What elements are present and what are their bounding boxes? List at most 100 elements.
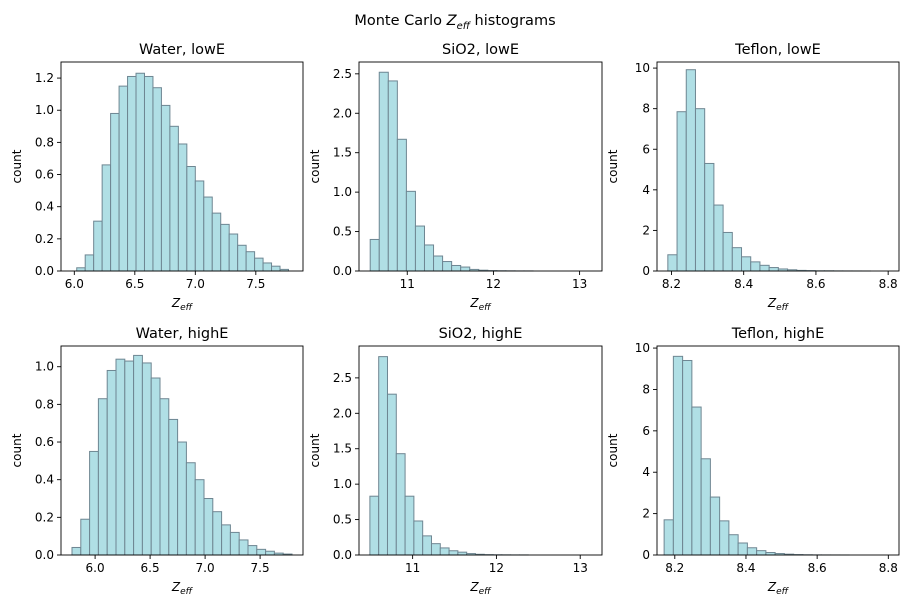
histogram-bar	[254, 257, 264, 272]
histogram-bar	[442, 261, 453, 272]
histogram-bar	[672, 355, 684, 556]
axes-frame	[656, 345, 900, 556]
x-tick-label: 8.8	[879, 561, 898, 575]
histogram-bar	[746, 547, 758, 556]
y-tick-label: 0.8	[35, 397, 54, 411]
y-tick-label: 2.5	[333, 67, 352, 81]
histogram-bar	[386, 393, 397, 556]
histogram-bar	[185, 462, 196, 556]
histogram-bar	[211, 212, 222, 272]
histogram-bar	[700, 458, 711, 556]
axes-frame	[60, 345, 304, 556]
y-tick-label: 1.2	[35, 71, 54, 85]
axes-frame	[60, 61, 304, 272]
x-axis-label-subscript: eff	[479, 303, 493, 313]
y-tick-label: 0.0	[333, 548, 352, 562]
histogram-bars	[369, 71, 534, 272]
x-axis-label-subscript: eff	[479, 587, 493, 597]
axes-frame	[358, 61, 603, 272]
x-tick-label: 7.5	[246, 277, 265, 291]
x-tick-label: 7.0	[196, 561, 215, 575]
x-tick-label: 8.2	[662, 277, 681, 291]
y-tick-label: 4	[642, 465, 650, 479]
histogram-bar	[150, 377, 161, 556]
x-tick-label: 8.8	[879, 277, 898, 291]
histogram-bar	[160, 104, 171, 272]
y-tick-label: 2.0	[333, 406, 352, 420]
histogram-panel: 8.2 8.4 8.6 8.8 0 2 4 6 8 10 Teflon, highE Zeff coun…	[606, 326, 900, 597]
y-tick-label: 4	[642, 183, 650, 197]
x-tick-label: 7.0	[186, 277, 205, 291]
histogram-bar	[460, 266, 471, 272]
histogram-bar	[422, 535, 432, 556]
axes-frame	[358, 345, 603, 556]
histogram-bar	[369, 495, 380, 556]
histogram-bar	[387, 80, 398, 272]
histogram-bar	[731, 247, 743, 272]
histogram-bar	[169, 125, 179, 272]
histogram-bar	[694, 108, 706, 272]
histogram-panel: 11 12 13 0.0 0.5 1.0 1.5 2.0 2.5 SiO2, highE Zeff c…	[308, 326, 603, 597]
x-axis-label: Zeff	[171, 296, 194, 313]
histogram-bar	[220, 223, 230, 272]
panel-title: Teflon, highE	[731, 326, 825, 342]
y-tick-label: 0.6	[35, 435, 54, 449]
axes-frame	[656, 61, 900, 272]
figure-title-prefix: Monte Carlo	[354, 13, 446, 29]
histogram-bar	[152, 87, 162, 272]
y-tick-label: 2.0	[333, 106, 352, 120]
x-tick-label: 8.2	[665, 561, 684, 575]
x-axis-label-symbol: Z	[171, 296, 181, 310]
y-tick-label: 0.4	[35, 473, 54, 487]
y-tick-label: 8	[642, 382, 650, 396]
y-tick-label: 0.6	[35, 168, 54, 182]
histogram-bar	[177, 441, 187, 556]
y-axis-label: count	[10, 149, 24, 183]
histogram-bar	[722, 231, 733, 272]
panel-title: Teflon, lowE	[734, 42, 821, 58]
x-tick-label: 12	[486, 277, 501, 291]
histogram-bar	[413, 520, 424, 556]
histogram-bar	[685, 69, 696, 272]
histogram-bar	[691, 406, 702, 556]
histogram-bar	[247, 545, 258, 556]
histogram-bar	[719, 520, 730, 556]
histogram-bar	[106, 369, 117, 556]
y-tick-label: 0.2	[35, 232, 54, 246]
x-tick-label: 8.4	[734, 277, 753, 291]
histogram-bar	[194, 180, 205, 272]
x-tick-label: 8.6	[808, 561, 827, 575]
x-tick-label: 8.4	[736, 561, 755, 575]
y-tick-label: 0.0	[333, 264, 352, 278]
histogram-bar	[396, 138, 407, 272]
x-tick-label: 6.5	[141, 561, 160, 575]
y-tick-label: 0.0	[35, 548, 54, 562]
y-tick-label: 0.8	[35, 135, 54, 149]
histogram-bar	[262, 262, 273, 272]
y-tick-label: 10	[635, 61, 650, 75]
histogram-bar	[423, 244, 435, 272]
histogram-bar	[80, 518, 91, 556]
histogram-bar	[405, 190, 416, 272]
histogram-panel: 11 12 13 0.0 0.5 1.0 1.5 2.0 2.5 SiO2, lowE Zeff co…	[308, 42, 603, 313]
y-tick-label: 2.5	[333, 371, 352, 385]
histogram-panel: 8.2 8.4 8.6 8.8 0 2 4 6 8 10 Teflon, lowE Zeff count	[606, 42, 900, 313]
x-tick-label: 11	[405, 561, 420, 575]
y-tick-label: 0.5	[333, 513, 352, 527]
y-tick-label: 6	[642, 424, 650, 438]
histogram-bars	[71, 354, 293, 556]
y-tick-label: 1.0	[35, 360, 54, 374]
figure-title-suffix: histograms	[470, 13, 556, 29]
histogram-panel: 6.0 6.5 7.0 7.5 0.0 0.2 0.4 0.6 0.8 1.0 1.2 Water, …	[10, 42, 304, 313]
y-tick-label: 0	[642, 264, 650, 278]
y-tick-label: 10	[635, 341, 650, 355]
histogram-bar	[118, 85, 129, 272]
histogram-bar	[228, 233, 239, 272]
histogram-bars	[76, 72, 289, 272]
y-tick-label: 0.4	[35, 200, 54, 214]
x-axis-label-subscript: eff	[180, 587, 194, 597]
figure-title-symbol: Z	[446, 13, 458, 29]
histogram-bar	[245, 251, 256, 272]
histogram-bar	[265, 550, 275, 556]
